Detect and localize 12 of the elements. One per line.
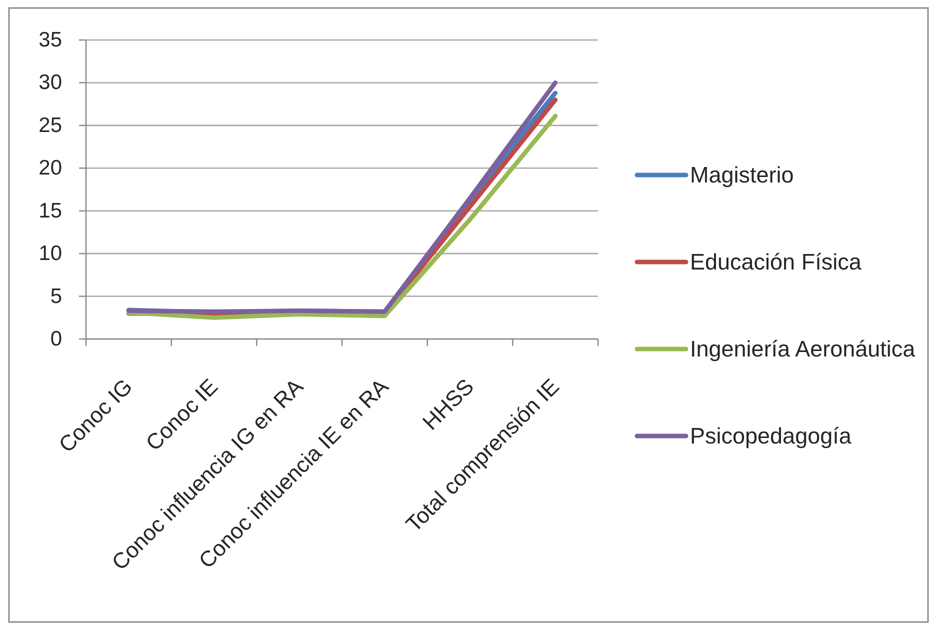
y-tick-label: 30: [38, 71, 62, 94]
legend-label: Magisterio: [690, 162, 794, 188]
y-tick-label: 0: [50, 328, 62, 350]
y-tick-label: 15: [38, 199, 62, 222]
legend-label: Educación Física: [690, 250, 862, 274]
y-tick-label: 5: [50, 284, 62, 308]
legend-label: Ingeniería Aeronáutica: [690, 336, 916, 362]
y-tick-label: 35: [38, 28, 62, 52]
y-tick-label: 20: [38, 156, 62, 180]
legend-label: Psicopedagogía: [690, 424, 852, 448]
y-tick-label: 25: [38, 114, 62, 137]
y-tick-label: 10: [38, 242, 62, 266]
